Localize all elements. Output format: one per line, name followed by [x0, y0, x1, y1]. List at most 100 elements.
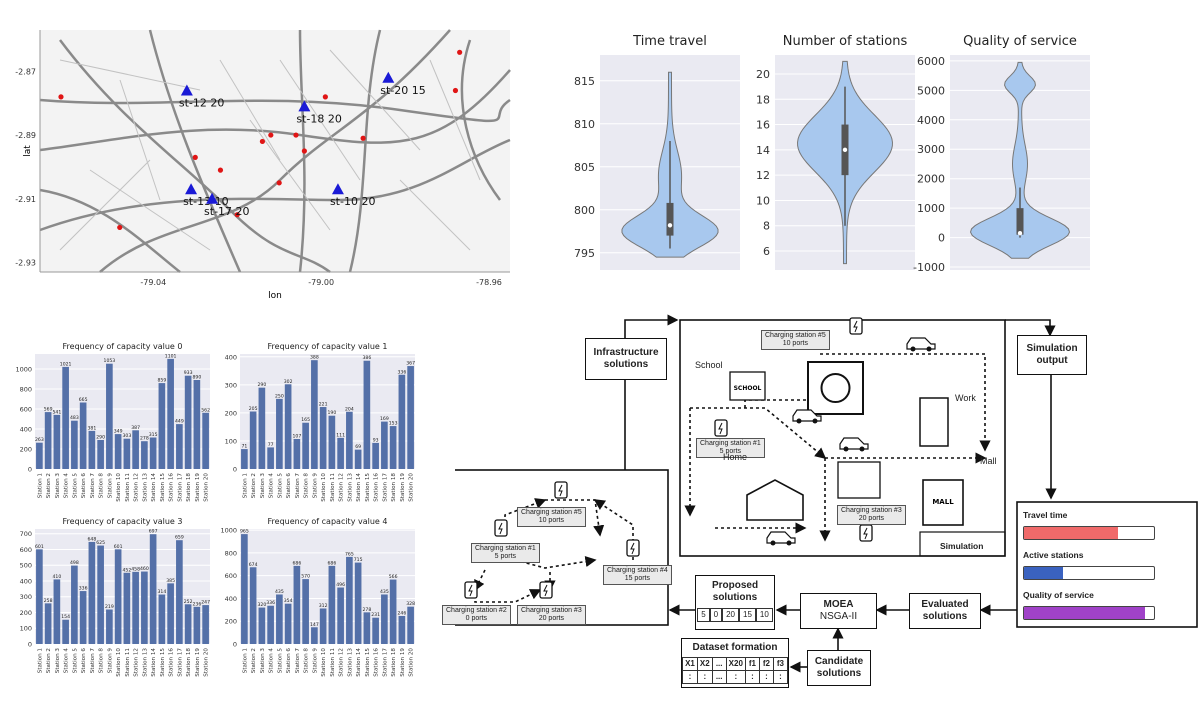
bar-x-tick: Station 1 — [242, 648, 248, 674]
map-x-label: lon — [268, 291, 282, 300]
bar — [79, 402, 87, 469]
bar-x-tick: Station 7 — [295, 473, 301, 499]
bar — [62, 619, 69, 644]
bar-y-tick: 600 — [20, 546, 32, 554]
bar — [346, 556, 353, 644]
violin-y-tick: 815 — [574, 75, 595, 88]
road-line — [460, 39, 502, 201]
bar — [249, 411, 257, 469]
bar-data-label: 386 — [362, 355, 371, 361]
bar-data-label: 385 — [166, 578, 175, 584]
violin-y-tick: 805 — [574, 161, 595, 174]
bar-charts-panel: Frequency of capacity value 0 0 200 400 600 8… — [0, 334, 450, 709]
bar-data-label: 349 — [114, 429, 123, 435]
violin-y-tick: 6000 — [917, 55, 945, 68]
demand-point — [360, 135, 366, 141]
bar — [114, 434, 122, 469]
bar-x-tick: Station 10 — [116, 473, 122, 502]
bar — [167, 583, 174, 644]
bar-data-label: 460 — [140, 566, 149, 572]
bar — [132, 571, 139, 644]
violin-y-tick: 10 — [756, 194, 770, 207]
bar-data-label: 388 — [310, 355, 319, 361]
bar-x-tick: Station 18 — [186, 473, 192, 502]
bar-x-tick: Station 7 — [90, 648, 96, 674]
sim-charger-5-icon — [849, 317, 863, 335]
infrastructure-label: Infrastructure solutions — [593, 347, 659, 370]
candidate-solutions-box: Candidate solutions — [807, 650, 871, 686]
violin-y-tick: -1000 — [913, 261, 945, 274]
bar — [328, 415, 336, 469]
dataset-header: ... — [711, 657, 727, 671]
bar-data-label: 458 — [131, 566, 140, 572]
bar-x-tick: Station 3 — [260, 648, 266, 674]
bar — [53, 579, 61, 644]
bar — [184, 604, 192, 644]
bar-chart-background — [240, 529, 415, 644]
bar-x-tick: Station 13 — [347, 648, 353, 677]
bar-data-label: 236 — [192, 601, 201, 607]
bar-data-label: 452 — [122, 567, 131, 573]
bar-x-tick: Station 13 — [347, 473, 353, 502]
bar-x-tick: Station 1 — [37, 473, 43, 499]
dataset-cell: : — [682, 670, 698, 684]
bar — [184, 375, 192, 469]
infra-charger-2-icon-bolt — [468, 584, 473, 597]
violin-y-tick: 18 — [756, 93, 770, 106]
bar — [293, 565, 301, 644]
infra-charger-5-icon — [554, 481, 568, 499]
violin-y-tick: 4000 — [917, 114, 945, 127]
dataset-header-row: X1 X2 ... X20 f1 f2 f3 — [682, 657, 788, 671]
bar — [97, 545, 104, 644]
bar-x-tick: Station 4 — [269, 473, 275, 499]
bar-data-label: 562 — [201, 407, 210, 413]
bar-x-tick: Station 12 — [134, 473, 140, 502]
bar-x-tick: Station 20 — [204, 648, 210, 677]
bar-x-tick: Station 16 — [169, 473, 175, 502]
infra-route — [474, 589, 542, 603]
bar-y-tick: 400 — [225, 353, 237, 361]
violin-y-tick: 6 — [763, 245, 770, 258]
road-line — [39, 69, 511, 152]
sim-charger-1-icon — [714, 419, 728, 437]
station-label: st-10 20 — [330, 195, 376, 208]
bar-x-tick: Station 20 — [409, 648, 415, 677]
arrow-infra-to-sim — [624, 314, 679, 470]
bar-x-tick: Station 14 — [356, 473, 362, 502]
simulation-label-box — [919, 531, 1006, 557]
demand-point — [268, 132, 274, 138]
road-line — [99, 29, 451, 273]
bar — [381, 421, 388, 469]
bar — [389, 426, 397, 469]
bar-x-tick: Station 3 — [55, 648, 61, 674]
infra-charging-station-2: Charging station #2 0 ports — [442, 605, 511, 626]
bar — [36, 549, 43, 644]
bar — [149, 534, 157, 644]
violin-y-tick: 810 — [574, 118, 595, 131]
bar — [372, 617, 379, 644]
bar-y-tick: 1000 — [15, 366, 32, 374]
bar-data-label: 219 — [105, 604, 114, 610]
sim-charging-station-1: Charging station #1 5 ports — [696, 438, 765, 459]
bar-data-label: 231 — [371, 612, 380, 618]
bar-chart-title: Frequency of capacity value 1 — [268, 342, 388, 351]
bar-data-label: 354 — [284, 598, 293, 604]
bar — [36, 442, 43, 469]
bar-x-tick: Station 9 — [312, 473, 318, 499]
bar-x-tick: Station 2 — [46, 473, 52, 498]
bar-y-tick: 500 — [20, 562, 32, 570]
bar-data-label: 303 — [122, 433, 131, 439]
metric-active-stations-label: Active stations — [1023, 550, 1084, 560]
route-dot — [690, 407, 827, 460]
minor-road — [59, 159, 151, 251]
bar — [167, 358, 174, 469]
bar-y-tick: 0 — [233, 641, 237, 649]
road-line — [348, 29, 382, 273]
bar-x-tick: Station 15 — [160, 473, 166, 502]
bar-x-tick: Station 8 — [304, 473, 310, 499]
bar-x-tick: Station 12 — [134, 648, 140, 677]
minor-road — [59, 59, 201, 91]
minor-road — [89, 169, 211, 251]
simulation-frame — [679, 319, 1006, 557]
dataset-header: f1 — [744, 657, 760, 671]
